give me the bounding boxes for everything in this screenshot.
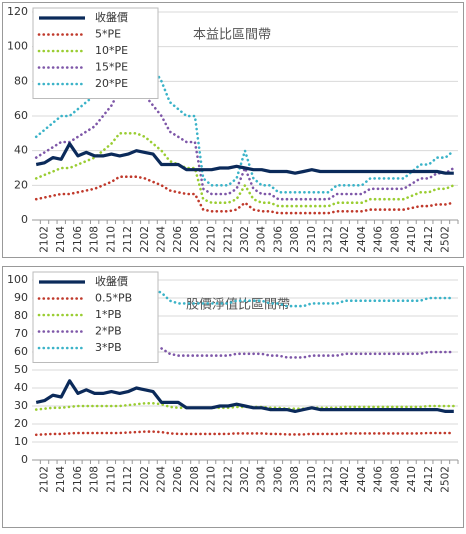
x-tick-label: 2302	[239, 466, 251, 493]
x-tick-label: 2408	[389, 466, 401, 493]
y-tick-label: 20	[14, 178, 28, 191]
x-tick-label: 2104	[55, 466, 67, 493]
y-tick-label: 30	[14, 399, 28, 412]
x-tick-label: 2312	[323, 466, 335, 493]
x-tick-label: 2404	[356, 466, 368, 493]
x-tick-label: 2106	[72, 226, 84, 253]
y-tick-label: 10	[14, 435, 28, 448]
series-line	[34, 402, 456, 411]
x-tick-label: 2302	[239, 226, 251, 253]
y-tick-label: 90	[14, 291, 28, 304]
x-tick-label: 2202	[139, 226, 151, 253]
x-tick-label: 2406	[373, 226, 385, 253]
x-tick-label: 2310	[306, 226, 318, 253]
x-tick-label: 2104	[55, 226, 67, 253]
x-tick-label: 2306	[272, 466, 284, 493]
x-tick-label: 2412	[423, 226, 435, 253]
x-tick-label: 2304	[256, 226, 268, 253]
x-tick-label: 2410	[406, 466, 418, 493]
legend-label: 5*PE	[95, 28, 121, 41]
y-tick-label: 60	[14, 109, 28, 122]
x-tick-label: 2410	[406, 226, 418, 253]
legend-label: 1*PB	[95, 308, 122, 321]
legend-label: 0.5*PB	[95, 292, 132, 305]
series-line	[34, 88, 456, 201]
x-tick-label: 2310	[306, 466, 318, 493]
x-tick-label: 2206	[172, 226, 184, 253]
legend-label: 收盤價	[95, 10, 128, 24]
x-tick-label: 2110	[105, 226, 117, 253]
series-line	[34, 430, 456, 437]
y-tick-label: 100	[7, 40, 28, 53]
x-tick-label: 2108	[89, 466, 101, 493]
x-tick-label: 2212	[222, 226, 234, 253]
y-tick-label: 20	[14, 417, 28, 430]
x-tick-label: 2308	[289, 226, 301, 253]
x-tick-label: 2212	[222, 466, 234, 493]
y-tick-label: 80	[14, 74, 28, 87]
y-tick-label: 0	[21, 213, 28, 226]
x-tick-label: 2412	[423, 466, 435, 493]
legend-label: 15*PE	[95, 61, 128, 74]
series-line	[34, 132, 456, 208]
x-tick-label: 2502	[439, 466, 451, 493]
x-tick-label: 2204	[155, 466, 167, 493]
x-tick-label: 2406	[373, 466, 385, 493]
legend-label: 收盤價	[95, 274, 128, 288]
series-line	[34, 175, 456, 215]
y-tick-label: 70	[14, 327, 28, 340]
x-tick-label: 2208	[189, 226, 201, 253]
x-tick-label: 2202	[139, 466, 151, 493]
panel-border	[2, 266, 464, 528]
x-tick-label: 2204	[155, 226, 167, 253]
y-tick-label: 50	[14, 363, 28, 376]
x-tick-label: 2106	[72, 466, 84, 493]
x-tick-label: 2110	[105, 466, 117, 493]
legend-label: 3*PB	[95, 341, 122, 354]
y-tick-label: 0	[21, 453, 28, 466]
x-tick-label: 2402	[339, 226, 351, 253]
y-tick-label: 120	[7, 5, 28, 18]
x-tick-label: 2102	[39, 226, 51, 253]
panel-border	[2, 2, 464, 258]
legend-label: 2*PB	[95, 325, 122, 338]
chart-title: 股價淨值比區間帶	[186, 297, 290, 313]
x-tick-label: 2208	[189, 466, 201, 493]
x-tick-label: 2102	[39, 466, 51, 493]
x-tick-label: 2210	[206, 226, 218, 253]
x-tick-label: 2308	[289, 466, 301, 493]
x-tick-label: 2304	[256, 466, 268, 493]
y-tick-label: 40	[14, 381, 28, 394]
chart-title: 本益比區間帶	[193, 28, 271, 43]
legend-label: 10*PE	[95, 44, 128, 57]
x-tick-label: 2112	[122, 466, 134, 493]
x-tick-label: 2206	[172, 466, 184, 493]
legend-label: 20*PE	[95, 77, 128, 90]
y-tick-label: 80	[14, 309, 28, 322]
x-tick-label: 2210	[206, 466, 218, 493]
x-tick-label: 2108	[89, 226, 101, 253]
x-tick-label: 2404	[356, 226, 368, 253]
y-tick-label: 40	[14, 144, 28, 157]
x-tick-label: 2502	[439, 226, 451, 253]
series-line	[35, 142, 454, 175]
x-tick-label: 2408	[389, 226, 401, 253]
y-tick-label: 60	[14, 345, 28, 358]
y-tick-label: 100	[7, 273, 28, 286]
x-tick-label: 2306	[272, 226, 284, 253]
x-tick-label: 2402	[339, 466, 351, 493]
x-tick-label: 2312	[323, 226, 335, 253]
series-line	[35, 379, 454, 413]
x-tick-label: 2112	[122, 226, 134, 253]
